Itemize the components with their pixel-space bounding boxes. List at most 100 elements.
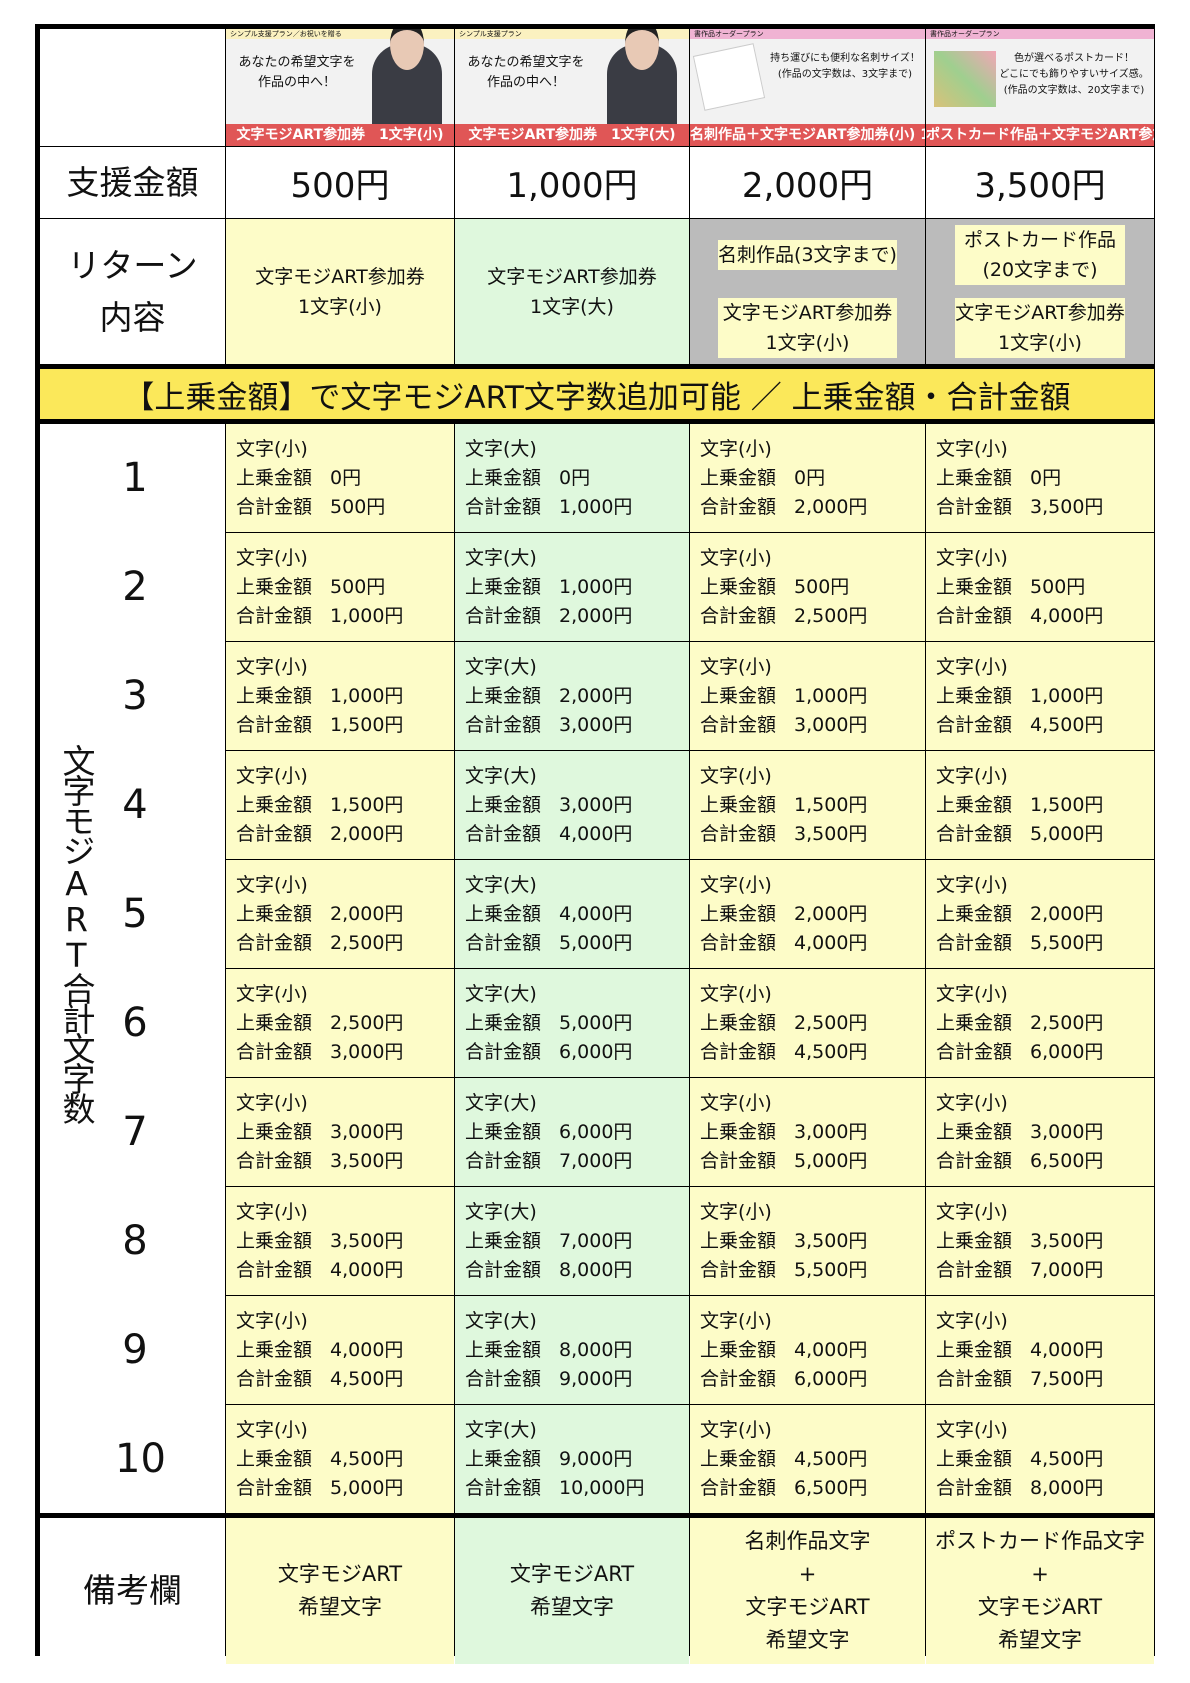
total-value: 5,500円 <box>1030 931 1104 954</box>
total-line: 合計金額 5,000円 <box>936 820 1103 849</box>
return-item-ticket: 文字モジART参加券 1文字(小) <box>955 298 1125 358</box>
total-value: 4,500円 <box>330 1367 404 1390</box>
price-detail-cell: 文字(小) 上乗金額 3,000円 合計金額 6,500円 <box>926 1078 1154 1186</box>
notes-cell: 名刺作品文字 + 文字モジART 希望文字 <box>690 1514 925 1664</box>
total-value: 6,500円 <box>794 1476 868 1499</box>
note-line: + <box>1031 1562 1049 1586</box>
extra-label: 上乗金額 <box>936 1011 1013 1034</box>
note-line: ポストカード作品文字 <box>935 1529 1145 1553</box>
note-line: + <box>798 1562 817 1586</box>
total-value: 8,000円 <box>559 1258 633 1281</box>
extra-value: 4,500円 <box>330 1447 404 1470</box>
return-line: (20文字まで) <box>982 259 1098 281</box>
price-detail-cell: 文字(小) 上乗金額 4,500円 合計金額 8,000円 <box>926 1405 1154 1513</box>
total-value: 2,000円 <box>794 495 868 518</box>
price-detail-cell: 文字(小) 上乗金額 4,000円 合計金額 6,000円 <box>690 1296 925 1404</box>
total-line: 合計金額 4,000円 <box>936 602 1103 631</box>
person-photo <box>607 29 677 124</box>
total-line: 合計金額 5,000円 <box>236 1474 403 1503</box>
extra-line: 上乗金額 3,000円 <box>236 1118 403 1147</box>
extra-line: 上乗金額 2,000円 <box>465 682 632 711</box>
extra-value: 5,000円 <box>559 1011 633 1034</box>
total-value: 8,000円 <box>1030 1476 1104 1499</box>
total-line: 合計金額 2,500円 <box>236 929 403 958</box>
total-label: 合計金額 <box>236 495 313 518</box>
price-detail-cell: 文字(小) 上乗金額 0円 合計金額 3,500円 <box>926 424 1154 532</box>
price-detail-cell: 文字(小) 上乗金額 2,500円 合計金額 3,000円 <box>226 969 454 1077</box>
plan-copy-line: 持ち運びにも便利な名刺サイズ！ <box>770 53 920 64</box>
return-line: 1文字(小) <box>765 332 850 354</box>
size-label: 文字(小) <box>236 655 308 678</box>
total-value: 5,000円 <box>330 1476 404 1499</box>
extra-label: 上乗金額 <box>700 684 777 707</box>
price-detail-cell: 文字(大) 上乗金額 0円 合計金額 1,000円 <box>455 424 689 532</box>
return-line: 1文字(小) <box>298 295 382 318</box>
extra-value: 1,000円 <box>559 575 633 598</box>
extra-value: 1,000円 <box>330 684 404 707</box>
note-line: 文字モジART <box>509 1562 635 1586</box>
note-line: 文字モジART <box>977 1595 1103 1619</box>
extra-line: 上乗金額 500円 <box>700 573 849 602</box>
extra-value: 1,000円 <box>794 684 868 707</box>
total-value: 5,500円 <box>794 1258 868 1281</box>
total-label: 合計金額 <box>236 931 313 954</box>
extra-value: 1,500円 <box>330 793 404 816</box>
total-value: 2,500円 <box>794 604 868 627</box>
plan-copy-line: 色が選べるポストカード！ <box>1014 53 1134 64</box>
total-label: 合計金額 <box>236 713 313 736</box>
price-detail-cell: 文字(小) 上乗金額 1,500円 合計金額 3,500円 <box>690 751 925 859</box>
total-value: 5,000円 <box>794 1149 868 1172</box>
extra-line: 上乗金額 1,000円 <box>700 682 867 711</box>
total-line: 合計金額 6,000円 <box>700 1365 867 1394</box>
total-label: 合計金額 <box>465 1476 542 1499</box>
extra-value: 8,000円 <box>559 1338 633 1361</box>
extra-line: 上乗金額 3,000円 <box>700 1118 867 1147</box>
price-detail-cell: 文字(小) 上乗金額 0円 合計金額 2,000円 <box>690 424 925 532</box>
size-label: 文字(小) <box>700 1418 772 1441</box>
price-detail-cell: 文字(小) 上乗金額 2,500円 合計金額 4,500円 <box>690 969 925 1077</box>
extra-label: 上乗金額 <box>936 793 1013 816</box>
extra-value: 0円 <box>330 466 362 489</box>
extra-line: 上乗金額 3,500円 <box>236 1227 403 1256</box>
return-line: 1文字(大) <box>530 295 614 318</box>
extra-value: 2,500円 <box>330 1011 404 1034</box>
note-line: 希望文字 <box>998 1628 1082 1652</box>
price-cell: 2,000円 <box>690 147 925 218</box>
extra-label: 上乗金額 <box>936 1338 1013 1361</box>
price-detail-cell: 文字(小) 上乗金額 500円 合計金額 2,500円 <box>690 533 925 641</box>
plan-image: 書作品オーダープラン 持ち運びにも便利な名刺サイズ！ (作品の文字数は、3文字まで)… <box>690 29 925 146</box>
extra-value: 0円 <box>794 466 826 489</box>
total-line: 合計金額 3,000円 <box>700 711 867 740</box>
extra-label: 上乗金額 <box>236 1120 313 1143</box>
extra-value: 1,500円 <box>794 793 868 816</box>
extra-label: 上乗金額 <box>236 1447 313 1470</box>
extra-label: 上乗金額 <box>465 902 542 925</box>
total-label: 合計金額 <box>936 1367 1013 1390</box>
extra-value: 4,000円 <box>1030 1338 1104 1361</box>
plan-copy: 持ち運びにも便利な名刺サイズ！ (作品の文字数は、3文字まで) <box>767 51 923 83</box>
total-line: 合計金額 1,500円 <box>236 711 403 740</box>
char-count-number: 5 <box>122 891 148 937</box>
size-label: 文字(小) <box>700 764 772 787</box>
extra-line: 上乗金額 5,000円 <box>465 1009 632 1038</box>
plan-image: シンプル支援プラン／お祝いを贈る あなたの希望文字を 作品の中へ！ 文字モジART参加… <box>226 29 454 146</box>
total-line: 合計金額 4,000円 <box>700 929 867 958</box>
total-line: 合計金額 10,000円 <box>465 1474 645 1503</box>
total-label: 合計金額 <box>465 822 542 845</box>
char-count-number: 6 <box>122 1000 148 1046</box>
size-label: 文字(小) <box>700 1200 772 1223</box>
size-label: 文字(大) <box>465 1091 537 1114</box>
price-detail-cell: 文字(小) 上乗金額 0円 合計金額 500円 <box>226 424 454 532</box>
extra-label: 上乗金額 <box>465 1447 542 1470</box>
total-line: 合計金額 4,500円 <box>236 1365 403 1394</box>
note-line: 希望文字 <box>765 1628 850 1652</box>
size-label: 文字(小) <box>700 1309 772 1332</box>
total-label: 合計金額 <box>700 1367 777 1390</box>
total-label: 合計金額 <box>700 931 777 954</box>
char-count-number: 4 <box>122 782 148 828</box>
total-line: 合計金額 7,500円 <box>936 1365 1103 1394</box>
plan-image-body: あなたの希望文字を 作品の中へ！ <box>226 29 454 124</box>
plan-copy-line: どこにでも飾りやすいサイズ感。 <box>999 69 1149 80</box>
extra-line: 上乗金額 4,000円 <box>936 1336 1103 1365</box>
price-detail-cell: 文字(小) 上乗金額 4,000円 合計金額 4,500円 <box>226 1296 454 1404</box>
